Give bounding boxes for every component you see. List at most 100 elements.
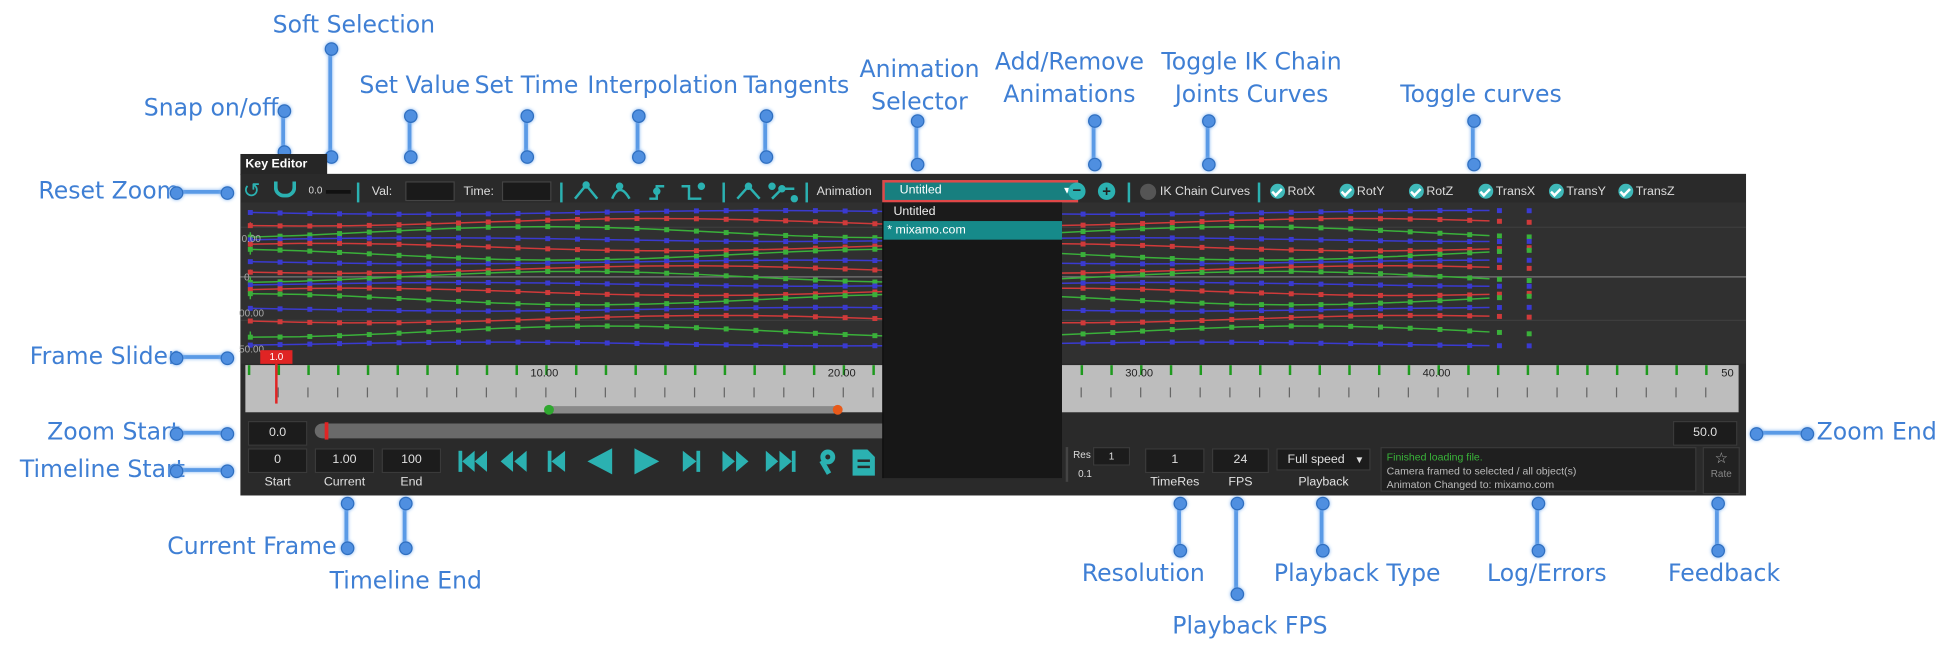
- curve-key[interactable]: [366, 307, 372, 313]
- curve-key[interactable]: [1169, 211, 1175, 217]
- curve-key[interactable]: [1496, 291, 1502, 297]
- curve-key[interactable]: [812, 248, 818, 254]
- curve-key[interactable]: [1080, 307, 1086, 313]
- curve-key[interactable]: [1140, 339, 1146, 345]
- curve-key[interactable]: [1526, 283, 1532, 289]
- curve-key[interactable]: [604, 269, 610, 275]
- curve-key[interactable]: [1526, 234, 1532, 240]
- curve-key[interactable]: [545, 236, 551, 242]
- curve-key[interactable]: [1318, 263, 1324, 269]
- curve-key[interactable]: [604, 257, 610, 263]
- curve-key[interactable]: [337, 240, 343, 246]
- curve-key[interactable]: [1526, 314, 1532, 320]
- curve-key[interactable]: [1407, 312, 1413, 318]
- curve-key[interactable]: [693, 228, 699, 234]
- curve-key[interactable]: [277, 342, 283, 348]
- zoom-end-field[interactable]: 50.0: [1672, 420, 1738, 446]
- curve-key[interactable]: [366, 235, 372, 241]
- curve-key[interactable]: [1229, 236, 1235, 242]
- curve-key[interactable]: [574, 236, 580, 242]
- curve-key[interactable]: [1467, 217, 1473, 223]
- curve-key[interactable]: [1377, 263, 1383, 269]
- curve-key[interactable]: [1140, 319, 1146, 325]
- curve-key[interactable]: [307, 270, 313, 276]
- curve-key[interactable]: [456, 308, 461, 314]
- curve-key[interactable]: [812, 233, 818, 239]
- curve-key[interactable]: [307, 292, 313, 298]
- curve-key[interactable]: [1467, 208, 1473, 213]
- curve-key[interactable]: [634, 209, 640, 215]
- curve-key[interactable]: [485, 219, 491, 225]
- curve-key[interactable]: [337, 307, 343, 313]
- curve-key[interactable]: [1496, 239, 1502, 245]
- curve-key[interactable]: [812, 314, 818, 320]
- curve-key[interactable]: [574, 290, 580, 296]
- curve-key[interactable]: [723, 273, 729, 279]
- curve-key[interactable]: [842, 220, 848, 226]
- curve-key[interactable]: [1348, 282, 1354, 288]
- curve-key[interactable]: [872, 289, 878, 295]
- curve-key[interactable]: [1199, 235, 1205, 241]
- curve-key[interactable]: [1377, 208, 1383, 214]
- curve-key[interactable]: [1080, 228, 1086, 234]
- curve-key[interactable]: [247, 282, 253, 288]
- curve-key[interactable]: [1407, 263, 1413, 269]
- curve-key[interactable]: [634, 301, 640, 307]
- curve-key[interactable]: [337, 270, 343, 276]
- curve-key[interactable]: [783, 249, 789, 255]
- curve-key[interactable]: [812, 257, 818, 263]
- curve-key[interactable]: [1080, 320, 1086, 326]
- curve-key[interactable]: [366, 332, 372, 338]
- curve-key[interactable]: [1348, 292, 1354, 298]
- log-panel[interactable]: Finished loading file. Camera framed to …: [1380, 447, 1697, 492]
- curve-key[interactable]: [1110, 320, 1116, 326]
- curve-key[interactable]: [693, 341, 699, 347]
- curve-key[interactable]: [1169, 280, 1175, 285]
- curve-key[interactable]: [1259, 280, 1264, 286]
- curve-key[interactable]: [783, 218, 789, 224]
- curve-key[interactable]: [634, 281, 640, 287]
- curve-key[interactable]: [1407, 238, 1413, 244]
- curve-key[interactable]: [693, 216, 699, 222]
- curve-key[interactable]: [783, 276, 789, 282]
- curve-key[interactable]: [872, 292, 878, 298]
- curve-key[interactable]: [396, 308, 402, 314]
- dropdown-option[interactable]: Untitled: [883, 202, 1062, 222]
- curve-key[interactable]: [515, 210, 521, 216]
- curve-key[interactable]: [1407, 248, 1413, 254]
- curve-key[interactable]: [604, 323, 610, 329]
- curve-key[interactable]: [1377, 282, 1383, 288]
- curve-key[interactable]: [1467, 257, 1473, 263]
- curve-key[interactable]: [872, 208, 878, 214]
- curve-key[interactable]: [1080, 295, 1086, 301]
- curve-key[interactable]: [783, 239, 789, 245]
- curve-key[interactable]: [1377, 306, 1383, 312]
- curve-key[interactable]: [1348, 301, 1354, 307]
- curve-key[interactable]: [604, 307, 610, 313]
- curve-key[interactable]: [1229, 280, 1235, 286]
- curve-key[interactable]: [842, 208, 848, 214]
- curve-key[interactable]: [723, 283, 729, 289]
- curve-key[interactable]: [664, 238, 670, 244]
- curve-key[interactable]: [723, 230, 729, 236]
- curve-key[interactable]: [634, 269, 640, 275]
- curve-key[interactable]: [604, 291, 610, 297]
- curve-key[interactable]: [1229, 210, 1235, 216]
- curve-key[interactable]: [1318, 225, 1324, 231]
- curve-key[interactable]: [396, 211, 402, 217]
- curve-key[interactable]: [1407, 283, 1413, 288]
- curve-key[interactable]: [396, 222, 402, 228]
- curve-key[interactable]: [1377, 238, 1383, 244]
- curve-key[interactable]: [1496, 283, 1502, 289]
- curve-key[interactable]: [1110, 221, 1116, 227]
- curve-key[interactable]: [366, 229, 372, 235]
- curve-key[interactable]: [277, 291, 283, 297]
- timeline-end-field[interactable]: 100: [381, 448, 442, 474]
- curve-key[interactable]: [1229, 289, 1235, 295]
- curve-key[interactable]: [337, 285, 343, 291]
- curve-key[interactable]: [1377, 292, 1383, 298]
- curve-key[interactable]: [1080, 222, 1086, 228]
- curve-key[interactable]: [485, 256, 491, 262]
- curve-key[interactable]: [1288, 281, 1294, 287]
- curve-key[interactable]: [307, 285, 313, 291]
